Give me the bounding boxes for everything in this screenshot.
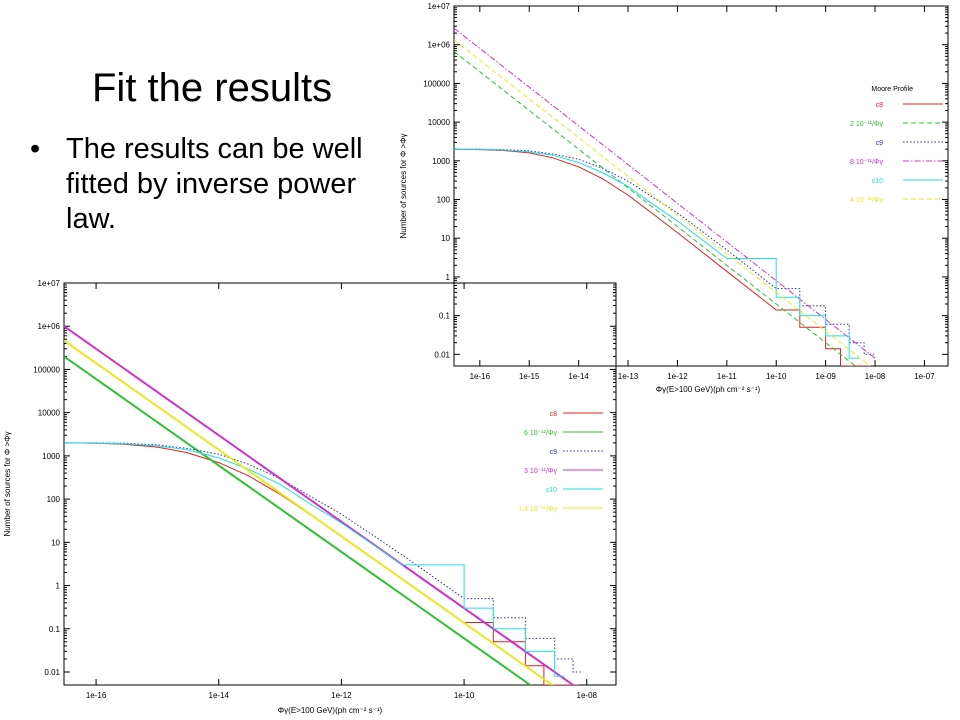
- series-group: [454, 27, 876, 366]
- y-tick-label: 0.01: [44, 668, 60, 677]
- y-tick-label: 1e+06: [428, 41, 451, 50]
- plot-frame: [453, 5, 949, 367]
- y-tick-label: 1e+07: [38, 279, 61, 288]
- series-line-4-10-: [454, 39, 871, 366]
- x-tick-label: 1e-14: [209, 691, 230, 700]
- bullet-dot: •: [30, 133, 41, 165]
- x-tick-label: 1e-16: [86, 691, 107, 700]
- y-tick-label: 1e+07: [428, 2, 451, 11]
- x-tick-label: 1e-12: [331, 691, 352, 700]
- chart-top-moore-profile: 0.01 0.1 1 10 100 1000 10000 100000 1e+06 1e+07 1e…: [399, 2, 949, 394]
- series-line-6-10-: [64, 355, 532, 685]
- legend-title: Moore Profile: [871, 86, 913, 93]
- x-tick-label: 1e-16: [470, 372, 491, 381]
- series-line-2-10-: [454, 51, 857, 366]
- x-axis-label: Φγ(E>100 GeV)(ph cm⁻² s⁻¹): [278, 706, 383, 715]
- series-line-3-10-: [64, 325, 575, 685]
- series-group: [64, 325, 584, 685]
- y-tick-label: 10: [441, 234, 450, 243]
- y-tick-label: 1: [446, 273, 451, 282]
- legend-label: c8: [550, 411, 558, 418]
- legend-label: c8: [876, 102, 884, 109]
- x-tick-label: 1e-08: [865, 372, 886, 381]
- x-tick-label: 1e-13: [618, 372, 639, 381]
- series-line-8-10-: [454, 27, 876, 359]
- legend-label: c10: [872, 178, 883, 185]
- legend-label: 4 10⁻¹¹/Φγ: [850, 197, 884, 204]
- x-tick-label: 1e-12: [667, 372, 688, 381]
- legend-label: 2 10⁻¹¹/Φγ: [850, 121, 884, 128]
- y-tick-label: 1: [56, 582, 61, 591]
- x-tick-label: 1e-15: [519, 372, 540, 381]
- y-tick-label: 1e+06: [38, 322, 61, 331]
- y-tick-label: 10000: [428, 118, 451, 127]
- x-tick-label: 1e-11: [717, 372, 737, 381]
- x-tick-label: 1e-07: [914, 372, 935, 381]
- slide-title: Fit the results: [92, 66, 333, 110]
- legend-label: c10: [546, 487, 557, 494]
- x-tick-label: 1e-09: [815, 372, 836, 381]
- legend-label: c9: [550, 449, 558, 456]
- series-line-c8: [454, 148, 871, 366]
- legend-label: c9: [876, 140, 884, 147]
- x-tick-label: 1e-08: [577, 691, 598, 700]
- legend-label: 6 10⁻¹²/Φγ: [524, 430, 558, 437]
- bullet-text: The results can be well fitted by invers…: [66, 133, 363, 235]
- y-tick-label: 1000: [432, 157, 450, 166]
- y-axis-label: Number of sources for Φ >Φγ: [3, 431, 12, 536]
- plot-frame: [63, 282, 617, 686]
- x-tick-label: 1e-14: [568, 372, 589, 381]
- series-line-c10: [64, 442, 565, 677]
- y-tick-label: 0.01: [434, 350, 450, 359]
- y-tick-label: 10: [51, 538, 60, 547]
- y-tick-label: 0.1: [439, 312, 451, 321]
- y-tick-label: 0.1: [49, 625, 61, 634]
- series-line-c10: [454, 148, 860, 359]
- y-axis-label: Number of sources for Φ >Φγ: [399, 133, 408, 238]
- y-tick-label: 100000: [33, 365, 60, 374]
- y-tick-label: 10000: [38, 409, 61, 418]
- chart-bottom-fit: 0.01 0.1 1 10 100 1000 10000 100000 1e+06 1e+07 1e…: [3, 279, 617, 715]
- y-tick-label: 100: [47, 495, 61, 504]
- x-tick-label: 1e-10: [766, 372, 787, 381]
- y-tick-label: 1000: [42, 452, 60, 461]
- y-tick-label: 100: [437, 196, 451, 205]
- x-axis-label: Φγ(E>100 GeV)(ph cm⁻² s⁻¹): [656, 385, 761, 394]
- legend-label: 8 10⁻¹¹/Φγ: [850, 159, 884, 166]
- legend-label: 1.4 10⁻¹¹/Φγ: [518, 506, 557, 513]
- legend-label: 3 10⁻¹¹/Φγ: [524, 468, 558, 475]
- series-line-1-4-10-: [64, 339, 554, 685]
- y-tick-label: 100000: [423, 79, 450, 88]
- x-tick-label: 1e-10: [454, 691, 475, 700]
